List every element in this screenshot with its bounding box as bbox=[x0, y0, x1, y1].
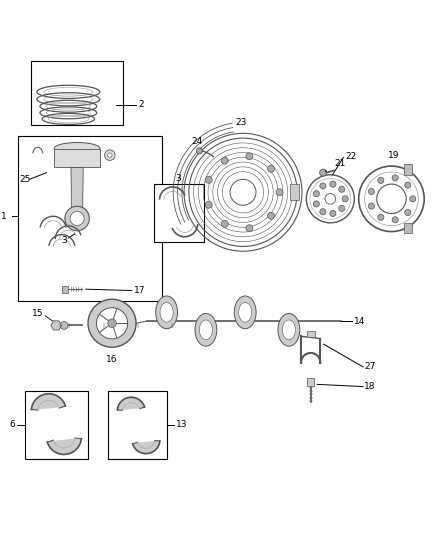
Text: 16: 16 bbox=[106, 355, 118, 364]
Circle shape bbox=[330, 211, 336, 216]
Circle shape bbox=[105, 150, 115, 160]
Circle shape bbox=[88, 299, 136, 348]
Ellipse shape bbox=[283, 320, 295, 340]
Circle shape bbox=[342, 196, 348, 202]
Circle shape bbox=[65, 206, 89, 231]
Ellipse shape bbox=[234, 296, 256, 329]
Circle shape bbox=[330, 181, 336, 187]
Ellipse shape bbox=[54, 142, 100, 155]
Circle shape bbox=[377, 184, 406, 214]
Circle shape bbox=[368, 189, 374, 195]
Circle shape bbox=[405, 209, 411, 215]
Circle shape bbox=[70, 212, 84, 225]
Circle shape bbox=[108, 153, 112, 157]
Circle shape bbox=[221, 221, 228, 228]
Circle shape bbox=[60, 321, 68, 329]
Circle shape bbox=[108, 319, 117, 328]
Circle shape bbox=[306, 175, 354, 223]
Circle shape bbox=[221, 157, 228, 164]
Text: 6: 6 bbox=[9, 421, 15, 429]
Bar bbox=[62, 286, 68, 293]
Polygon shape bbox=[32, 394, 65, 409]
Circle shape bbox=[392, 175, 398, 181]
Circle shape bbox=[268, 212, 275, 219]
Ellipse shape bbox=[195, 313, 217, 346]
Bar bbox=[404, 223, 412, 233]
Ellipse shape bbox=[239, 303, 252, 322]
Circle shape bbox=[359, 166, 424, 231]
Text: 21: 21 bbox=[334, 158, 346, 167]
Polygon shape bbox=[71, 167, 83, 219]
Text: 18: 18 bbox=[364, 382, 375, 391]
Circle shape bbox=[339, 186, 345, 192]
Bar bbox=[25, 391, 88, 458]
Bar bbox=[18, 135, 162, 302]
Circle shape bbox=[205, 176, 212, 183]
Circle shape bbox=[246, 153, 253, 160]
Polygon shape bbox=[47, 439, 81, 455]
Text: 23: 23 bbox=[235, 118, 247, 127]
Circle shape bbox=[205, 201, 212, 208]
Polygon shape bbox=[51, 321, 61, 330]
Circle shape bbox=[246, 225, 253, 232]
Text: 13: 13 bbox=[176, 421, 188, 429]
Bar bbox=[108, 391, 166, 458]
Ellipse shape bbox=[278, 313, 300, 346]
Circle shape bbox=[339, 205, 345, 212]
Text: 15: 15 bbox=[32, 309, 43, 318]
Circle shape bbox=[392, 217, 398, 223]
Bar bbox=[307, 378, 314, 386]
Ellipse shape bbox=[155, 296, 177, 329]
Text: 3: 3 bbox=[176, 174, 181, 183]
Text: 2: 2 bbox=[138, 100, 144, 109]
Circle shape bbox=[276, 189, 283, 196]
Circle shape bbox=[96, 308, 127, 339]
Text: 22: 22 bbox=[346, 152, 357, 161]
Bar bbox=[153, 183, 204, 243]
Polygon shape bbox=[133, 441, 160, 454]
Circle shape bbox=[320, 183, 326, 189]
Circle shape bbox=[320, 169, 327, 176]
Bar bbox=[404, 164, 412, 175]
Circle shape bbox=[405, 182, 411, 188]
Text: 17: 17 bbox=[134, 286, 145, 295]
Bar bbox=[307, 331, 315, 337]
Text: 25: 25 bbox=[19, 175, 30, 184]
Circle shape bbox=[410, 196, 416, 202]
Text: 3: 3 bbox=[61, 236, 67, 245]
Bar bbox=[54, 149, 100, 167]
Text: 14: 14 bbox=[353, 317, 365, 326]
Text: 19: 19 bbox=[388, 151, 399, 160]
Circle shape bbox=[378, 177, 384, 183]
Circle shape bbox=[73, 153, 81, 161]
Circle shape bbox=[313, 191, 319, 197]
Polygon shape bbox=[117, 397, 145, 410]
Circle shape bbox=[320, 208, 326, 215]
Text: 1: 1 bbox=[1, 212, 7, 221]
Text: 27: 27 bbox=[364, 362, 375, 372]
Circle shape bbox=[378, 214, 384, 220]
Circle shape bbox=[313, 201, 319, 207]
Ellipse shape bbox=[199, 320, 212, 340]
Bar bbox=[290, 184, 299, 200]
Ellipse shape bbox=[160, 303, 173, 322]
Text: 24: 24 bbox=[191, 136, 203, 146]
Circle shape bbox=[368, 203, 374, 209]
Circle shape bbox=[268, 165, 275, 172]
Circle shape bbox=[230, 179, 256, 205]
Circle shape bbox=[325, 193, 336, 204]
Circle shape bbox=[196, 148, 202, 154]
Bar bbox=[31, 61, 123, 125]
